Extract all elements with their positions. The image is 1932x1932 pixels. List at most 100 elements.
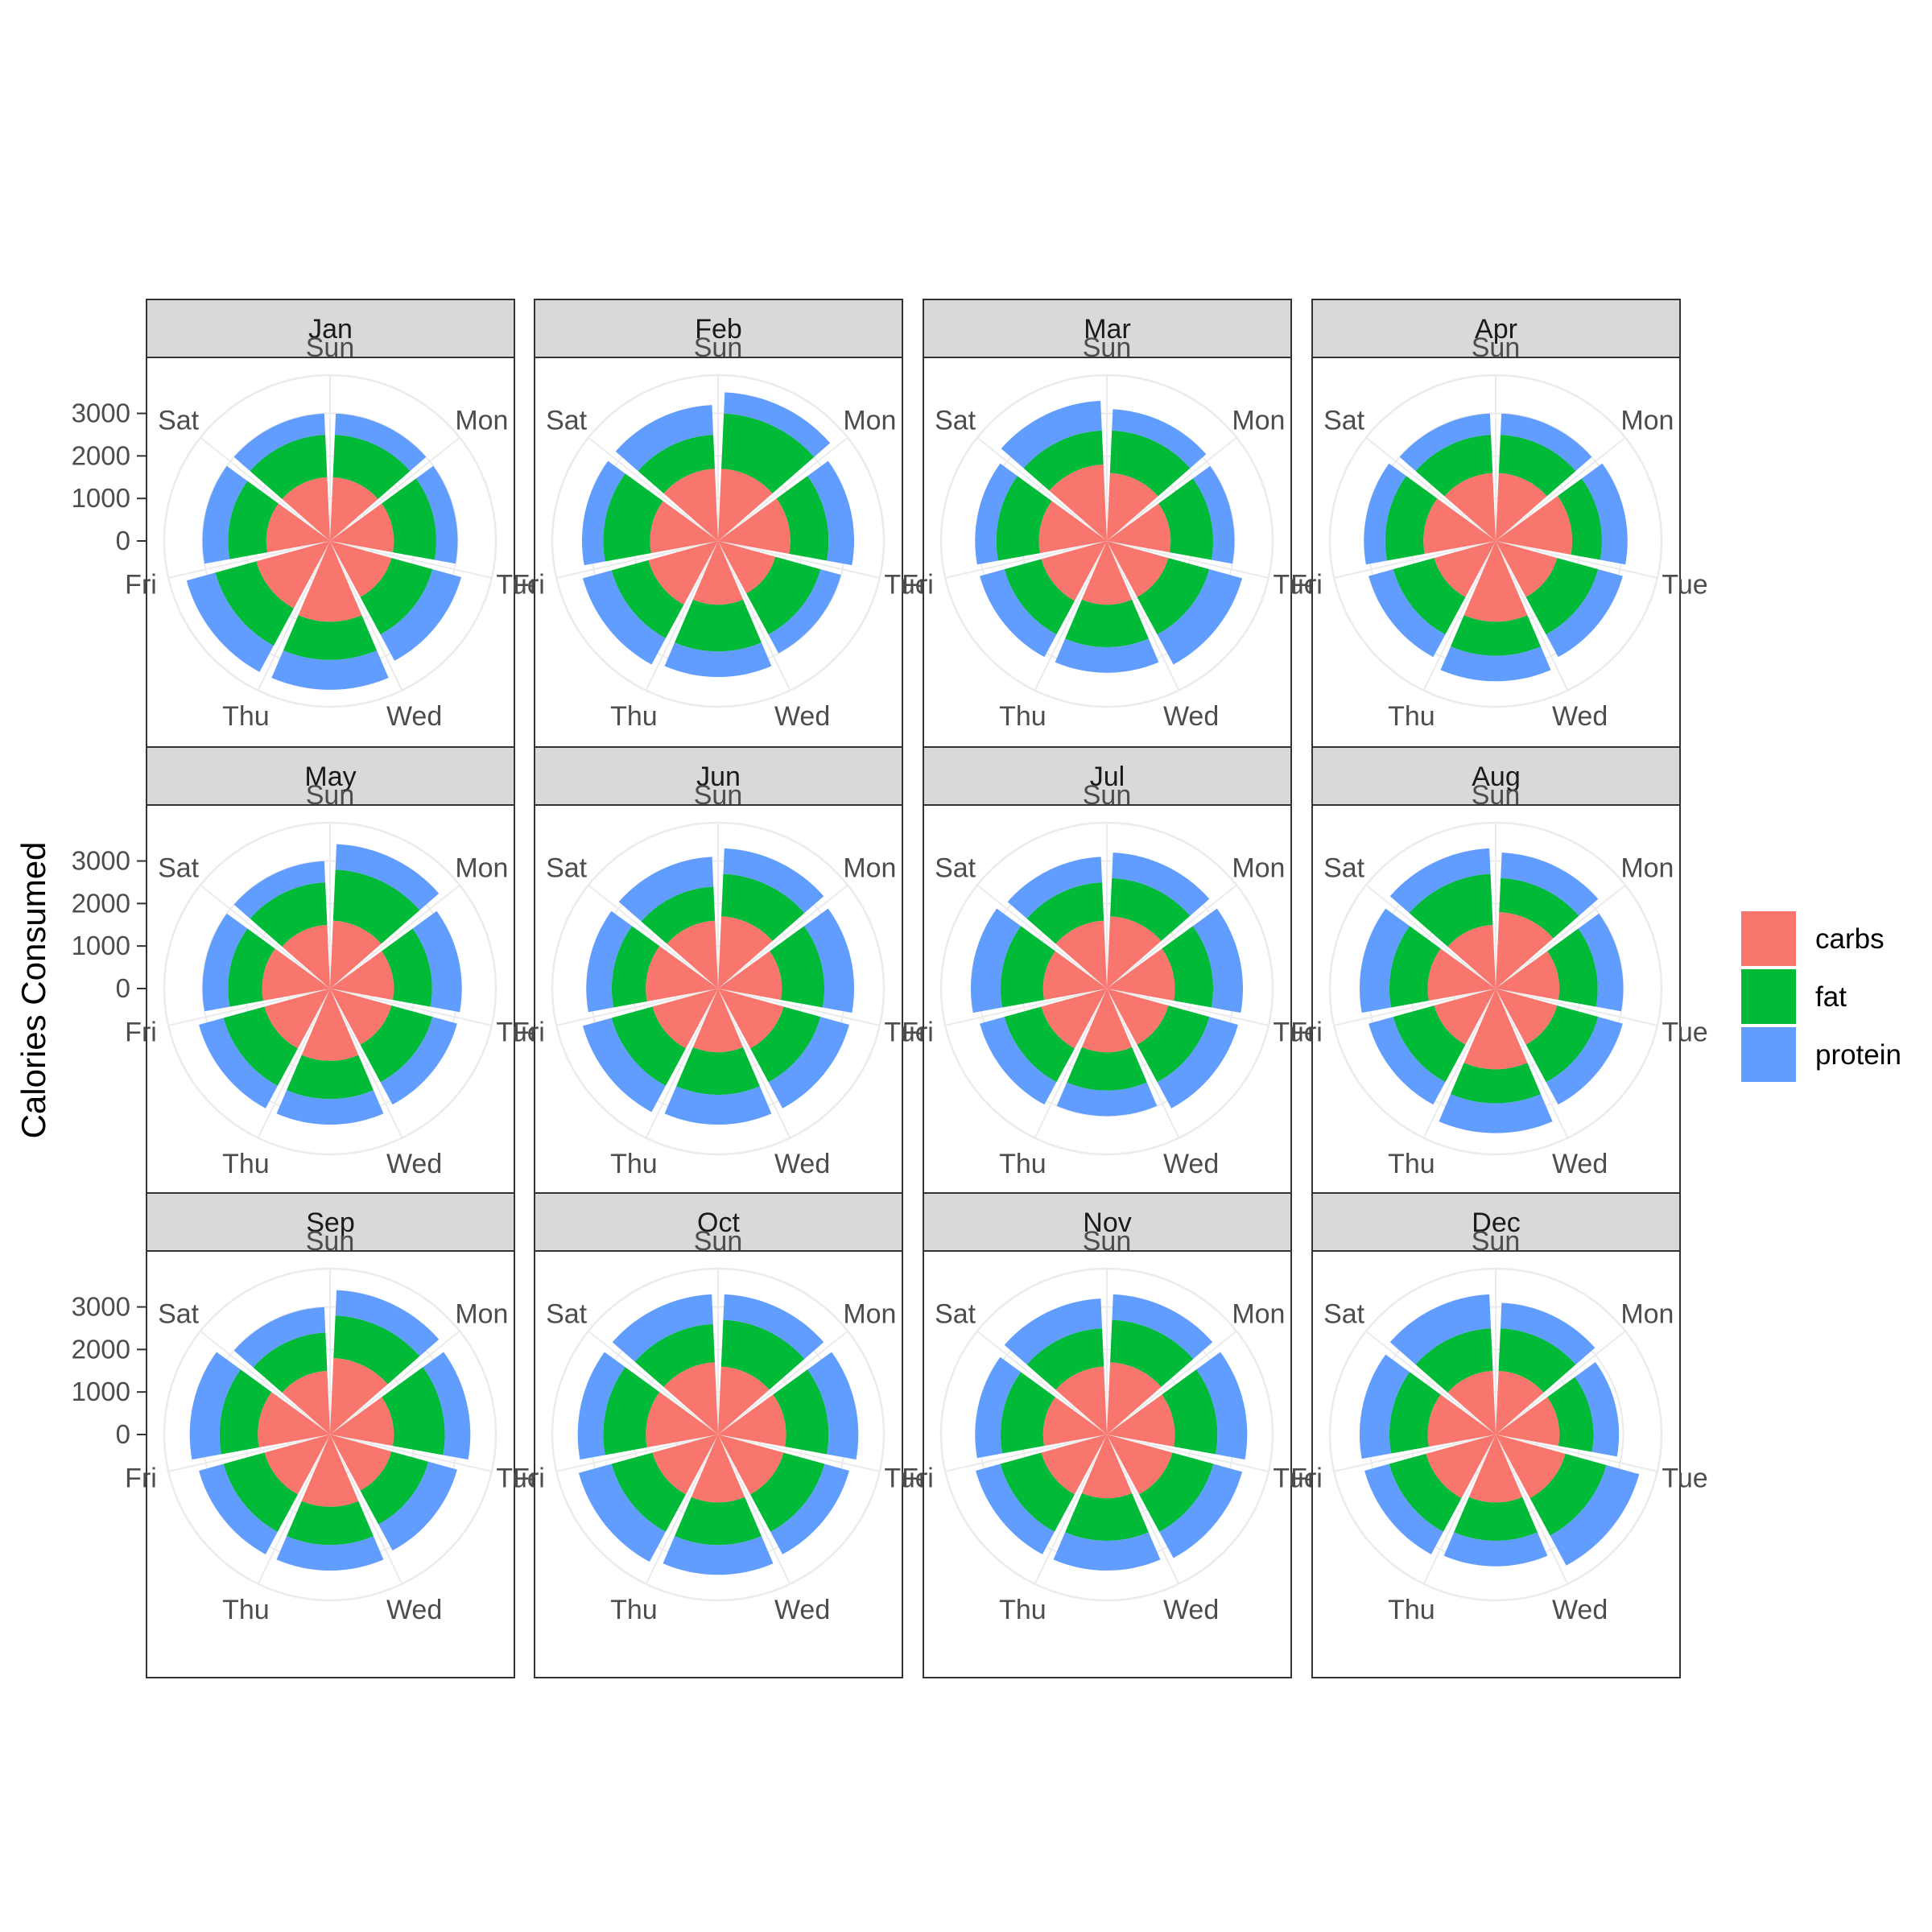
facet-strip bbox=[534, 299, 903, 358]
bar-protein-wed bbox=[663, 1536, 774, 1575]
bar-fat-mon bbox=[1158, 478, 1214, 560]
bar-protein-mon bbox=[1581, 463, 1628, 565]
bar-carbs-tue bbox=[330, 1435, 392, 1491]
bar-protein-tue bbox=[768, 569, 841, 654]
bar-fat-sat bbox=[1409, 873, 1493, 947]
bar-protein-sun bbox=[724, 392, 831, 457]
bar-fat-thu bbox=[1389, 1453, 1462, 1532]
bar-fat-sat bbox=[1023, 430, 1104, 491]
facet-strip-label: Sep bbox=[306, 1208, 355, 1238]
bar-fat-wed bbox=[1065, 1492, 1149, 1542]
bar-fat-thu bbox=[223, 1452, 298, 1532]
legend-key-fat bbox=[1741, 969, 1796, 1024]
bar-carbs-fri bbox=[1042, 951, 1107, 1001]
day-label-fri: Fri bbox=[125, 1463, 157, 1494]
grid-spoke bbox=[717, 1330, 848, 1435]
bar-protein-tue bbox=[770, 1463, 849, 1554]
bar-carbs-thu bbox=[264, 989, 330, 1049]
bar-carbs-wed bbox=[1081, 1435, 1133, 1499]
bar-protein-sun bbox=[1500, 413, 1592, 472]
bar-protein-sat bbox=[1399, 413, 1492, 472]
bar-protein-thu bbox=[1364, 1463, 1443, 1554]
bar-carbs-mon bbox=[330, 951, 394, 1001]
day-label-wed: Wed bbox=[1552, 1595, 1608, 1625]
grid-spoke bbox=[1106, 436, 1237, 542]
grid-spoke bbox=[717, 540, 881, 579]
bar-protein-sat bbox=[1001, 400, 1102, 469]
bar-fat-sun bbox=[1499, 877, 1579, 939]
legend-label-carbs: carbs bbox=[1815, 923, 1885, 955]
grid-spoke bbox=[1106, 1434, 1269, 1472]
day-label-sat: Sat bbox=[1323, 1299, 1365, 1330]
day-label-wed: Wed bbox=[1552, 701, 1608, 732]
bar-carbs-fri bbox=[262, 948, 330, 1001]
grid-spoke bbox=[257, 1434, 331, 1585]
day-label-sat: Sat bbox=[1323, 853, 1365, 884]
day-label-thu: Thu bbox=[1388, 701, 1435, 732]
day-label-mon: Mon bbox=[1620, 853, 1674, 884]
bar-carbs-thu bbox=[1041, 989, 1107, 1049]
bar-protein-tue bbox=[380, 569, 461, 661]
bar-carbs-sat bbox=[282, 924, 330, 989]
bar-protein-mon bbox=[1192, 908, 1244, 1013]
bar-protein-wed bbox=[1439, 1094, 1553, 1133]
grid-spoke bbox=[944, 540, 1108, 579]
bar-fat-sat bbox=[250, 882, 328, 947]
bar-carbs-wed bbox=[691, 1435, 745, 1503]
grid-spoke bbox=[1106, 540, 1269, 579]
day-label-sat: Sat bbox=[935, 406, 976, 436]
day-label-sun: Sun bbox=[306, 1226, 355, 1257]
day-label-wed: Wed bbox=[1163, 1595, 1219, 1625]
y-tick-label: 2000 bbox=[72, 1334, 130, 1364]
bar-carbs-sun bbox=[1107, 1362, 1162, 1435]
day-label-thu: Thu bbox=[610, 701, 658, 732]
grid-spoke bbox=[1422, 988, 1496, 1139]
bar-carbs-sun bbox=[330, 477, 378, 541]
day-label-fri: Fri bbox=[513, 570, 545, 601]
bar-fat-thu bbox=[1004, 559, 1075, 635]
bar-fat-fri bbox=[1000, 1372, 1055, 1454]
grid-spoke bbox=[717, 1434, 791, 1585]
bar-carbs-thu bbox=[652, 989, 718, 1049]
day-label-mon: Mon bbox=[843, 853, 896, 884]
facet-strip-label: Jul bbox=[1090, 762, 1125, 792]
facet-strip bbox=[146, 1192, 515, 1252]
bar-fat-tue bbox=[746, 556, 821, 635]
bar-carbs-wed bbox=[1081, 541, 1133, 605]
grid-spoke bbox=[1106, 1434, 1180, 1585]
bar-fat-sun bbox=[1109, 430, 1191, 497]
bar-protein-wed bbox=[1053, 1532, 1161, 1571]
bar-protein-fri bbox=[581, 460, 625, 566]
bar-protein-sun bbox=[1500, 1302, 1596, 1365]
bar-protein-tue bbox=[768, 1017, 849, 1108]
bar-protein-tue bbox=[1159, 1463, 1243, 1558]
day-label-thu: Thu bbox=[610, 1149, 658, 1179]
bar-protein-sat bbox=[612, 1294, 713, 1362]
grid-spoke bbox=[645, 540, 719, 691]
grid-spoke bbox=[329, 1434, 493, 1472]
bar-protein-wed bbox=[1055, 638, 1159, 673]
bar-carbs-wed bbox=[692, 989, 744, 1053]
bar-protein-thu bbox=[199, 1463, 278, 1554]
bar-carbs-thu bbox=[1041, 1435, 1107, 1495]
bar-protein-thu bbox=[1368, 569, 1446, 658]
grid-spoke bbox=[1495, 1330, 1626, 1435]
bar-protein-sat bbox=[615, 405, 714, 472]
day-label-thu: Thu bbox=[222, 1595, 270, 1625]
y-tick-label: 0 bbox=[116, 526, 130, 555]
day-label-sat: Sat bbox=[158, 853, 200, 884]
bar-fat-wed bbox=[1454, 1496, 1538, 1542]
bar-carbs-tue bbox=[1496, 541, 1558, 597]
bar-fat-sat bbox=[253, 1332, 328, 1393]
bar-protein-fri bbox=[189, 1352, 241, 1460]
bar-fat-fri bbox=[1389, 926, 1441, 1008]
bar-fat-mon bbox=[773, 1369, 829, 1455]
bar-carbs-fri bbox=[258, 1392, 330, 1448]
bar-protein-wed bbox=[1056, 1082, 1158, 1117]
